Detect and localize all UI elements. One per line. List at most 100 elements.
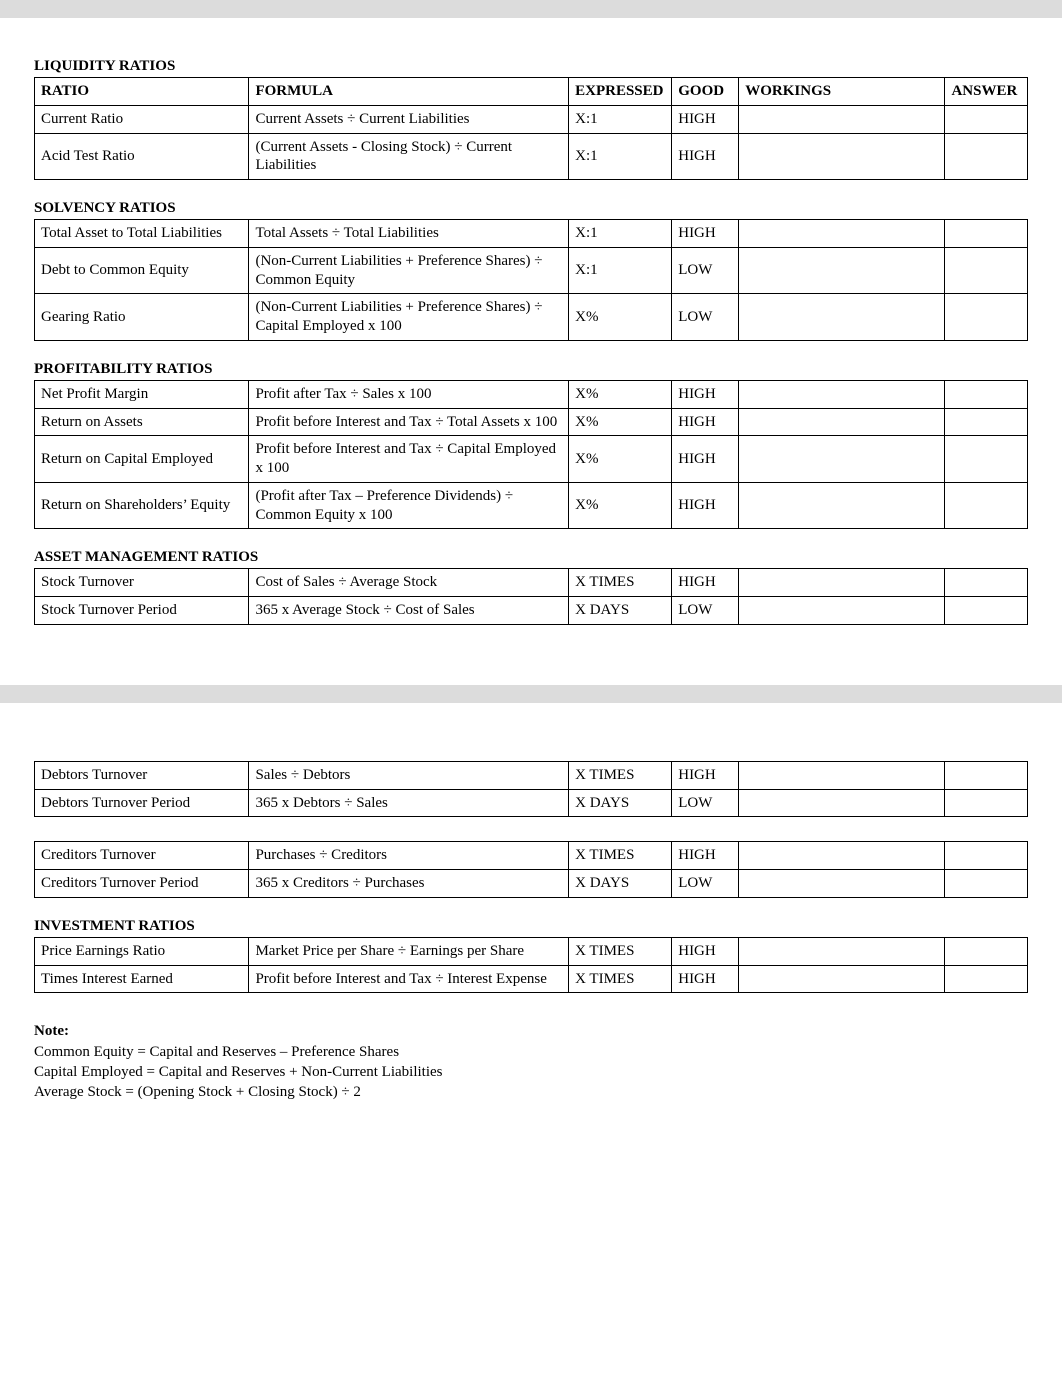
cell-workings	[739, 408, 945, 436]
section-title-investment: INVESTMENT RATIOS	[34, 916, 1028, 937]
cell-good: LOW	[672, 247, 739, 294]
table-row: Creditors Turnover Period 365 x Creditor…	[35, 870, 1028, 898]
cell-good: HIGH	[672, 436, 739, 483]
table-creditors: Creditors Turnover Purchases ÷ Creditors…	[34, 841, 1028, 898]
table-row: Price Earnings Ratio Market Price per Sh…	[35, 937, 1028, 965]
table-liquidity: RATIO FORMULA EXPRESSED GOOD WORKINGS AN…	[34, 77, 1028, 180]
table-row: Debt to Common Equity (Non-Current Liabi…	[35, 247, 1028, 294]
cell-good: HIGH	[672, 937, 739, 965]
cell-workings	[739, 937, 945, 965]
cell-formula: 365 x Average Stock ÷ Cost of Sales	[249, 597, 569, 625]
cell-workings	[739, 294, 945, 341]
cell-good: LOW	[672, 789, 739, 817]
cell-workings	[739, 597, 945, 625]
cell-ratio: Stock Turnover Period	[35, 597, 249, 625]
cell-formula: Current Assets ÷ Current Liabilities	[249, 105, 569, 133]
cell-expressed: X TIMES	[569, 842, 672, 870]
cell-workings	[739, 789, 945, 817]
cell-ratio: Creditors Turnover	[35, 842, 249, 870]
th-answer: ANSWER	[945, 78, 1028, 106]
cell-expressed: X:1	[569, 247, 672, 294]
cell-ratio: Acid Test Ratio	[35, 133, 249, 180]
cell-workings	[739, 247, 945, 294]
cell-answer	[945, 482, 1028, 529]
cell-ratio: Total Asset to Total Liabilities	[35, 220, 249, 248]
cell-good: HIGH	[672, 965, 739, 993]
th-ratio: RATIO	[35, 78, 249, 106]
cell-workings	[739, 842, 945, 870]
cell-expressed: X TIMES	[569, 569, 672, 597]
cell-formula: 365 x Debtors ÷ Sales	[249, 789, 569, 817]
cell-workings	[739, 870, 945, 898]
cell-ratio: Debt to Common Equity	[35, 247, 249, 294]
cell-ratio: Net Profit Margin	[35, 380, 249, 408]
cell-formula: Purchases ÷ Creditors	[249, 842, 569, 870]
page-1: LIQUIDITY RATIOS RATIO FORMULA EXPRESSED…	[0, 18, 1062, 685]
cell-workings	[739, 569, 945, 597]
table-row: Acid Test Ratio (Current Assets - Closin…	[35, 133, 1028, 180]
cell-workings	[739, 436, 945, 483]
th-expressed: EXPRESSED	[569, 78, 672, 106]
cell-answer	[945, 294, 1028, 341]
cell-formula: Total Assets ÷ Total Liabilities	[249, 220, 569, 248]
table-row: Stock Turnover Period 365 x Average Stoc…	[35, 597, 1028, 625]
cell-expressed: X:1	[569, 133, 672, 180]
cell-ratio: Times Interest Earned	[35, 965, 249, 993]
cell-ratio: Creditors Turnover Period	[35, 870, 249, 898]
cell-formula: Profit after Tax ÷ Sales x 100	[249, 380, 569, 408]
cell-good: LOW	[672, 597, 739, 625]
cell-workings	[739, 482, 945, 529]
cell-answer	[945, 870, 1028, 898]
cell-expressed: X:1	[569, 105, 672, 133]
cell-formula: Sales ÷ Debtors	[249, 761, 569, 789]
cell-expressed: X%	[569, 436, 672, 483]
cell-workings	[739, 761, 945, 789]
cell-ratio: Return on Assets	[35, 408, 249, 436]
cell-workings	[739, 965, 945, 993]
note-block: Note: Common Equity = Capital and Reserv…	[34, 1021, 1028, 1102]
table-row: Stock Turnover Cost of Sales ÷ Average S…	[35, 569, 1028, 597]
table-row: Return on Shareholders’ Equity (Profit a…	[35, 482, 1028, 529]
table-row: Gearing Ratio (Non-Current Liabilities +…	[35, 294, 1028, 341]
cell-expressed: X:1	[569, 220, 672, 248]
cell-good: HIGH	[672, 105, 739, 133]
cell-formula: Market Price per Share ÷ Earnings per Sh…	[249, 937, 569, 965]
page-divider-mid	[0, 685, 1062, 703]
table-investment: Price Earnings Ratio Market Price per Sh…	[34, 937, 1028, 994]
th-formula: FORMULA	[249, 78, 569, 106]
table-row: Creditors Turnover Purchases ÷ Creditors…	[35, 842, 1028, 870]
cell-ratio: Price Earnings Ratio	[35, 937, 249, 965]
cell-answer	[945, 842, 1028, 870]
cell-good: LOW	[672, 870, 739, 898]
cell-formula: Cost of Sales ÷ Average Stock	[249, 569, 569, 597]
cell-expressed: X DAYS	[569, 870, 672, 898]
note-line: Average Stock = (Opening Stock + Closing…	[34, 1082, 1028, 1102]
table-row: Times Interest Earned Profit before Inte…	[35, 965, 1028, 993]
cell-formula: Profit before Interest and Tax ÷ Capital…	[249, 436, 569, 483]
cell-formula: (Non-Current Liabilities + Preference Sh…	[249, 294, 569, 341]
cell-expressed: X DAYS	[569, 789, 672, 817]
cell-good: LOW	[672, 294, 739, 341]
section-title-profitability: PROFITABILITY RATIOS	[34, 359, 1028, 380]
cell-expressed: X%	[569, 294, 672, 341]
table-row: Return on Capital Employed Profit before…	[35, 436, 1028, 483]
cell-answer	[945, 569, 1028, 597]
cell-answer	[945, 247, 1028, 294]
cell-formula: (Profit after Tax – Preference Dividends…	[249, 482, 569, 529]
cell-answer	[945, 597, 1028, 625]
cell-ratio: Gearing Ratio	[35, 294, 249, 341]
cell-answer	[945, 436, 1028, 483]
cell-good: HIGH	[672, 569, 739, 597]
table-row: Current Ratio Current Assets ÷ Current L…	[35, 105, 1028, 133]
table-row: Total Asset to Total Liabilities Total A…	[35, 220, 1028, 248]
cell-workings	[739, 105, 945, 133]
cell-formula: Profit before Interest and Tax ÷ Interes…	[249, 965, 569, 993]
cell-expressed: X TIMES	[569, 965, 672, 993]
table-header-row: RATIO FORMULA EXPRESSED GOOD WORKINGS AN…	[35, 78, 1028, 106]
table-row: Debtors Turnover Period 365 x Debtors ÷ …	[35, 789, 1028, 817]
cell-formula: 365 x Creditors ÷ Purchases	[249, 870, 569, 898]
table-row: Net Profit Margin Profit after Tax ÷ Sal…	[35, 380, 1028, 408]
cell-answer	[945, 133, 1028, 180]
cell-answer	[945, 220, 1028, 248]
cell-answer	[945, 105, 1028, 133]
